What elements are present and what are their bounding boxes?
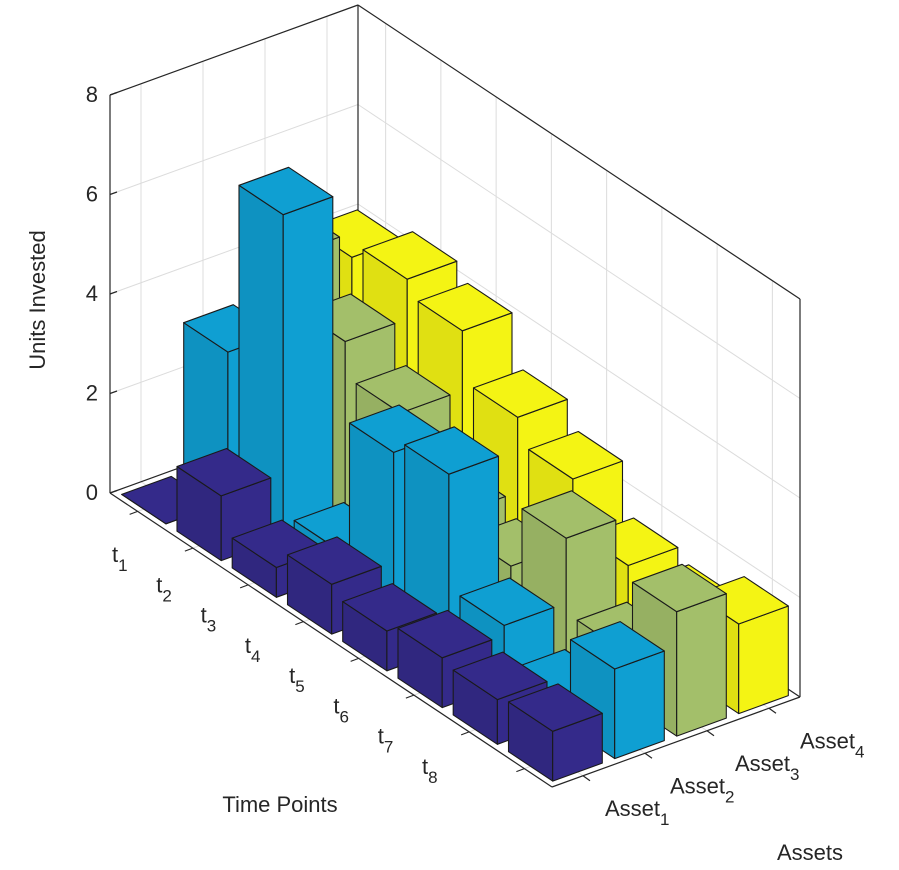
- bar-top: [521, 490, 617, 539]
- x-tick-label: t7: [378, 724, 394, 757]
- bar-top: [631, 563, 727, 613]
- bar-top: [459, 577, 555, 626]
- x-tick-label: t4: [245, 633, 261, 666]
- z-tick: [109, 489, 118, 494]
- bar-top: [528, 430, 624, 480]
- bar-front: [282, 196, 334, 539]
- x-tick-label: t1: [112, 542, 128, 575]
- z-tick-label: 0: [86, 480, 98, 505]
- bar-front: [738, 605, 789, 715]
- z-tick: [109, 390, 118, 395]
- bar-top: [397, 609, 493, 659]
- bar-top: [355, 365, 451, 414]
- y-tick: [706, 730, 715, 737]
- bar-front: [676, 593, 727, 737]
- legend-label: Asset1: [605, 796, 670, 829]
- bar: [569, 621, 665, 760]
- x-tick: [184, 547, 194, 552]
- axis-edge: [109, 4, 359, 96]
- x-tick: [460, 731, 470, 736]
- z-tick: [109, 91, 118, 96]
- y-tick: [582, 775, 591, 782]
- bar-top: [342, 583, 438, 632]
- bar-top: [176, 447, 272, 497]
- legend-label: Asset4: [800, 728, 865, 761]
- z-tick-label: 6: [86, 182, 98, 207]
- legend-label: Asset2: [670, 773, 735, 806]
- bar: [238, 166, 334, 539]
- z-tick-label: 8: [86, 82, 98, 107]
- x-tick-label: t6: [333, 693, 349, 726]
- x-tick: [295, 621, 304, 626]
- axis-edge: [357, 4, 801, 300]
- z-tick: [109, 191, 118, 196]
- x-tick-label: t2: [156, 572, 172, 605]
- z-tick: [109, 290, 118, 295]
- x-tick: [239, 584, 249, 589]
- y-axis-label: Assets: [777, 840, 843, 865]
- z-axis-label: Units Invested: [25, 230, 50, 369]
- bar-top: [417, 282, 513, 332]
- grid-line: [109, 104, 359, 195]
- bar-top: [404, 426, 500, 475]
- x-tick: [405, 694, 415, 699]
- bar-top: [472, 369, 568, 418]
- z-tick-label: 4: [86, 281, 98, 306]
- axis-edge: [551, 696, 801, 788]
- bar-top: [507, 683, 603, 732]
- z-tick-label: 2: [86, 381, 98, 406]
- y-tick: [768, 707, 777, 714]
- x-tick-label: t3: [201, 603, 217, 636]
- x-axis-label: Time Points: [222, 792, 337, 817]
- bar-front: [614, 650, 665, 760]
- bar-top: [452, 651, 548, 701]
- axis-edge: [109, 492, 553, 788]
- x-tick: [516, 768, 525, 773]
- bar-top: [238, 166, 334, 216]
- legend-label: Asset3: [735, 751, 800, 784]
- grid-line: [357, 104, 801, 399]
- bar-top: [362, 231, 458, 280]
- x-tick-label: t5: [289, 663, 305, 696]
- x-tick: [129, 510, 138, 515]
- x-tick-label: t8: [422, 754, 438, 787]
- bar-top: [286, 536, 382, 585]
- x-tick: [350, 657, 359, 662]
- bar-top: [569, 621, 665, 670]
- bar: [507, 683, 603, 782]
- y-tick: [644, 752, 653, 759]
